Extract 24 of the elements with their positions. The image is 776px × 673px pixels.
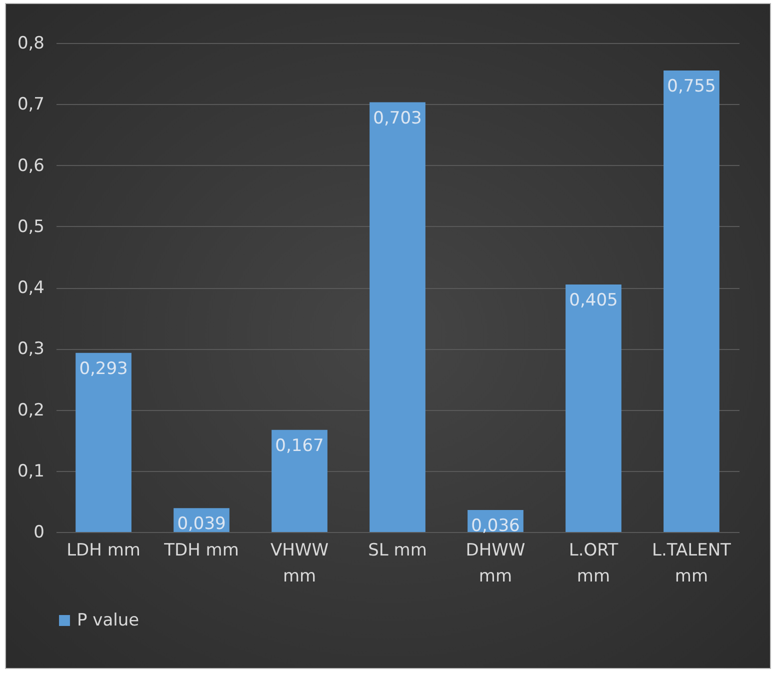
y-tick-label: 0,6 bbox=[17, 156, 44, 176]
x-tick-label: TDH mm bbox=[163, 540, 239, 560]
data-label: 0,167 bbox=[275, 436, 324, 456]
x-tick-label: SL mm bbox=[368, 540, 427, 560]
x-tick-label: L.TALENT mm bbox=[652, 540, 732, 586]
y-tick-label: 0,7 bbox=[17, 94, 44, 115]
data-label: 0,755 bbox=[667, 76, 716, 97]
x-tick-label: L.ORT mm bbox=[568, 540, 619, 586]
y-tick-label: 0,5 bbox=[17, 216, 44, 237]
data-label: 0,293 bbox=[79, 358, 128, 379]
x-tick-label: LDH mm bbox=[66, 540, 140, 560]
y-tick-label: 0,2 bbox=[17, 400, 44, 420]
x-tick-label: VHWW mm bbox=[270, 540, 329, 586]
y-tick-label: 0,4 bbox=[17, 278, 44, 298]
data-label: 0,036 bbox=[471, 516, 520, 536]
x-tick-label: DHWW mm bbox=[466, 540, 526, 586]
data-label: 0,703 bbox=[373, 108, 422, 128]
legend-label: P value bbox=[77, 610, 140, 630]
y-tick-label: 0,8 bbox=[17, 34, 44, 54]
y-tick-label: 0,1 bbox=[17, 461, 44, 482]
y-tick-label: 0 bbox=[34, 522, 44, 542]
data-label: 0,039 bbox=[177, 514, 226, 534]
y-tick-label: 0,3 bbox=[17, 339, 44, 360]
data-label: 0,405 bbox=[569, 290, 618, 310]
